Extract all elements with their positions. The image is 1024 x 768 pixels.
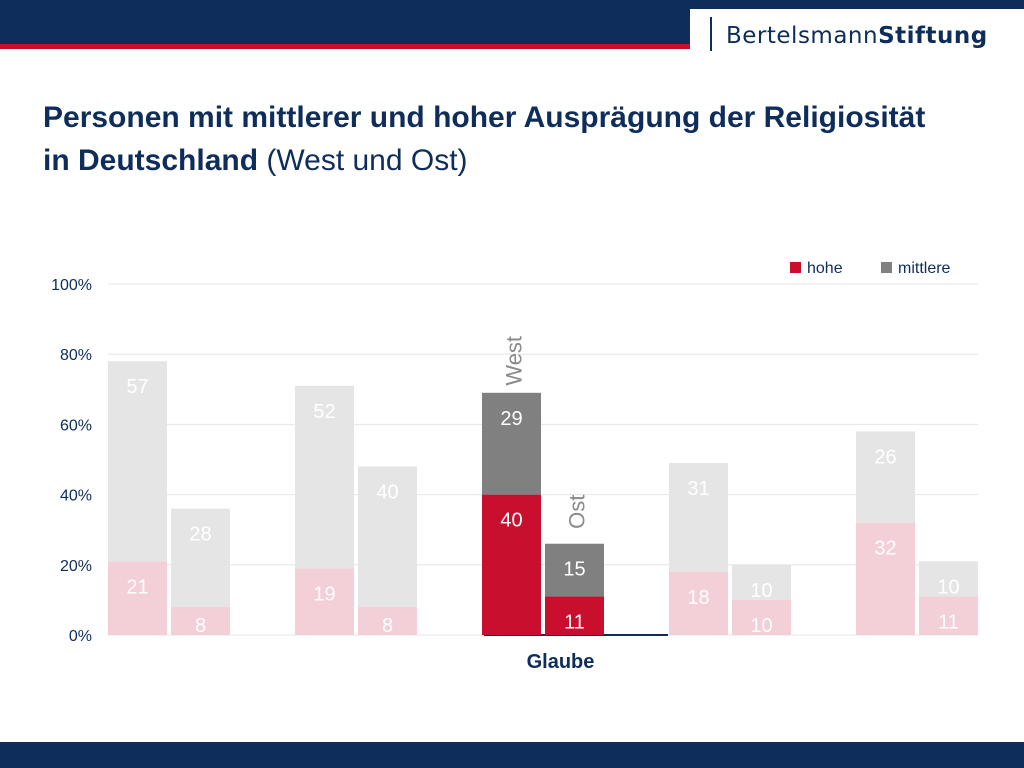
title-suffix: (West und Ost) (258, 144, 468, 177)
y-tick-label: 60% (60, 417, 92, 434)
page-title: Personen mit mittlerer und hoher Auspräg… (43, 96, 943, 182)
subgroup-label: Ost (565, 495, 590, 529)
y-tick-label: 0% (69, 628, 92, 645)
bar-segment-hohe (919, 596, 978, 635)
data-label-hohe: 10 (750, 615, 772, 637)
bar-segment-mittlere (545, 543, 604, 597)
bar-segment-hohe (545, 596, 604, 635)
bar-segment-mittlere (919, 561, 978, 597)
data-label-mittlere: 31 (687, 478, 709, 500)
y-tick-label: 20% (60, 558, 92, 575)
legend-swatch (790, 262, 801, 273)
data-label-mittlere: 52 (313, 401, 335, 423)
y-tick-label: 100% (51, 277, 92, 294)
logo-text-light: Bertelsmann (726, 23, 879, 49)
y-tick-label: 80% (60, 347, 92, 364)
data-label-mittlere: 10 (937, 576, 959, 598)
bar-segment-hohe (482, 494, 541, 635)
legend-label: hohe (807, 260, 843, 277)
logo-text: BertelsmannStiftung (726, 23, 988, 49)
bar-segment-hohe (108, 561, 167, 635)
data-label-mittlere: 28 (189, 524, 211, 546)
category-label: Glaube (527, 651, 595, 673)
bar-segment-hohe (171, 606, 230, 635)
legend-label: mittlere (898, 260, 951, 277)
bar-segment-mittlere (108, 361, 167, 562)
data-label-mittlere: 40 (376, 482, 398, 504)
data-label-hohe: 18 (687, 587, 709, 609)
logo-divider (710, 17, 712, 51)
bar-segment-mittlere (171, 508, 230, 607)
data-label-mittlere: 15 (563, 559, 585, 581)
data-label-mittlere: 10 (750, 580, 772, 602)
bar-segment-mittlere (669, 463, 728, 572)
bar-segment-hohe (358, 606, 417, 635)
data-label-hohe: 8 (382, 615, 393, 637)
y-tick-label: 40% (60, 488, 92, 505)
legend-swatch (881, 262, 892, 273)
bar-segment-hohe (732, 599, 791, 635)
data-label-mittlere: 57 (126, 376, 148, 398)
data-label-hohe: 11 (564, 611, 585, 633)
data-label-hohe: 40 (500, 510, 522, 532)
data-label-mittlere: 26 (874, 446, 896, 468)
data-label-mittlere: 29 (500, 408, 522, 430)
bar-segment-mittlere (732, 564, 791, 600)
data-label-hohe: 8 (195, 615, 206, 637)
footer-band (0, 742, 1024, 768)
data-label-hohe: 21 (126, 576, 148, 598)
bar-segment-mittlere (295, 385, 354, 569)
data-label-hohe: 19 (313, 583, 335, 605)
bar-segment-hohe (856, 522, 915, 635)
header-accent-stripe (0, 44, 700, 49)
bar-segment-mittlere (856, 431, 915, 523)
bar-segment-hohe (295, 568, 354, 635)
bar-segment-hohe (669, 571, 728, 635)
logo: BertelsmannStiftung (690, 9, 1024, 59)
data-label-hohe: 32 (874, 538, 896, 560)
subgroup-label: West (502, 336, 527, 386)
data-label-hohe: 11 (938, 611, 959, 633)
logo-text-bold: Stiftung (878, 23, 988, 49)
bar-segment-mittlere (358, 466, 417, 607)
title-main: Personen mit mittlerer und hoher Auspräg… (43, 101, 926, 177)
bar-segment-mittlere (482, 392, 541, 495)
chart: 0% 20% 40% 60% 80% 100% 21 57 8 28 19 52 8 40 40 29 West… (51, 260, 978, 673)
